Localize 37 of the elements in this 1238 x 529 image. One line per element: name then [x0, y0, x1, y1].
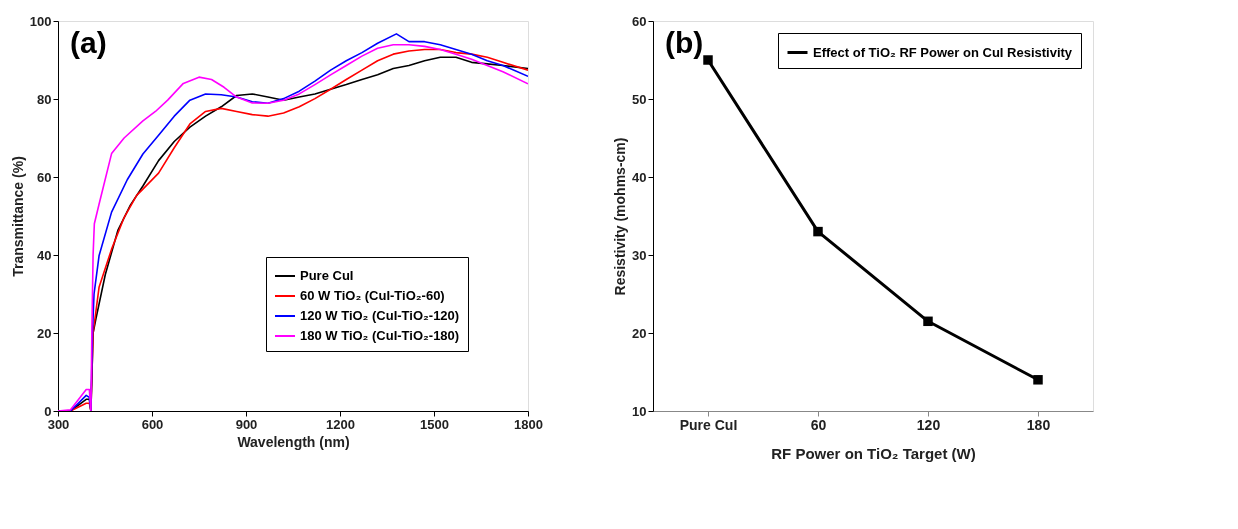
- y-tick-label: 80: [37, 91, 52, 107]
- legend-label: 60 W TiO₂ (CuI-TiO₂-60): [300, 288, 445, 303]
- legend-label: 120 W TiO₂ (CuI-TiO₂-120): [300, 308, 460, 323]
- y-tick-label: 0: [44, 403, 52, 419]
- point: [813, 226, 823, 237]
- y-tick-label: 100: [29, 13, 52, 29]
- y-tick-label: 60: [37, 169, 52, 185]
- chart-title: (a): [70, 26, 107, 59]
- y-tick-label: 50: [632, 91, 647, 107]
- x-tick-label: 180: [1026, 416, 1051, 433]
- x-tick-label: 1200: [326, 416, 355, 432]
- x-tick-label: 900: [235, 416, 258, 432]
- x-tick-label: Pure CuI: [679, 416, 738, 433]
- legend-label: Pure CuI: [300, 268, 354, 283]
- y-tick-label: 20: [632, 325, 647, 341]
- x-tick-label: 60: [810, 416, 827, 433]
- y-tick-label: 40: [632, 169, 647, 185]
- x-axis-title: RF Power on TiO₂ Target (W): [771, 444, 976, 462]
- y-axis-title: Resistivity (mohms-cm): [612, 137, 629, 296]
- y-tick-label: 40: [37, 247, 52, 263]
- legend-label: 180 W TiO₂ (CuI-TiO₂-180): [300, 328, 460, 343]
- x-tick-label: 300: [47, 416, 70, 432]
- x-tick-label: 600: [141, 416, 164, 432]
- point: [1033, 375, 1043, 385]
- x-axis-title: Wavelength (nm): [237, 433, 350, 450]
- point: [923, 316, 933, 327]
- x-tick-label: 120: [916, 416, 941, 433]
- y-axis-title: Transmittance (%): [9, 156, 26, 277]
- x-tick-label: 1500: [420, 416, 449, 432]
- y-tick-label: 30: [632, 247, 647, 263]
- y-tick-label: 20: [37, 325, 52, 341]
- chart-title: (b): [665, 26, 704, 59]
- legend-label: Effect of TiO₂ RF Power on CuI Resistivity: [813, 44, 1073, 60]
- y-tick-label: 10: [632, 403, 647, 419]
- x-tick-label: 1800: [514, 416, 543, 432]
- y-tick-label: 60: [632, 13, 647, 29]
- point: [703, 55, 713, 65]
